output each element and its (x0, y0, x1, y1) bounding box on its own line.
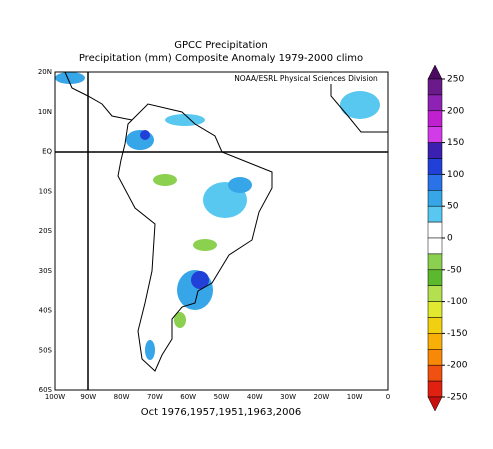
color-bin (427, 317, 443, 334)
lon-label: 80W (114, 393, 130, 401)
color-bin (427, 110, 443, 127)
colorbar-label: 250 (447, 75, 464, 85)
lat-label: 40S (39, 307, 53, 315)
map-border (54, 71, 389, 391)
lon-label: 30W (280, 393, 296, 401)
color-bin (427, 205, 443, 223)
colorbar-label: 50 (447, 202, 459, 212)
credit-box (225, 73, 387, 84)
anomaly-patches (55, 72, 380, 360)
colorbar-end (427, 396, 443, 412)
color-bin (427, 333, 443, 350)
color-bin (427, 301, 443, 318)
color-bin (427, 126, 443, 143)
lat-label: 10N (38, 108, 52, 116)
color-bin (427, 349, 443, 366)
color-bin (427, 253, 443, 271)
color-bin (427, 94, 443, 112)
map: NOAA/ESRL Physical Sciences Division (54, 71, 389, 391)
color-bin (427, 364, 443, 382)
lat-label: 60S (39, 386, 53, 394)
colorbar-label: -200 (447, 361, 468, 371)
colorbar-label: -100 (447, 297, 468, 307)
color-bin (427, 190, 443, 207)
lon-label: 0 (386, 393, 390, 401)
lat-label: 50S (39, 346, 53, 354)
colorbar-label: -150 (447, 329, 468, 339)
colorbar-end (427, 64, 443, 80)
lon-label: 50W (214, 393, 230, 401)
lat-label: 20N (38, 68, 52, 76)
lon-label: 20W (313, 393, 329, 401)
colorbar-label: 150 (447, 138, 464, 148)
footer: Oct 1976,1957,1951,1963,2006 (141, 407, 301, 418)
title: GPCC Precipitation (174, 40, 267, 51)
color-bin (427, 142, 443, 159)
color-bin (427, 174, 443, 191)
lon-label: 100W (45, 393, 65, 401)
lon-label: 10W (347, 393, 363, 401)
color-bin (427, 158, 443, 175)
lat-label: 20S (39, 227, 53, 235)
colorbar-label: -50 (447, 265, 462, 275)
map-frame (55, 72, 388, 390)
lon-label: 70W (147, 393, 163, 401)
color-bin (427, 285, 443, 302)
color-bin (427, 237, 443, 255)
lon-label: 60W (180, 393, 196, 401)
color-bin (427, 269, 443, 286)
colorbar: 250 200 150 100 50 0 -50 -100 -150 -200 -250 (427, 64, 468, 412)
subtitle: Precipitation (mm) Composite Anomaly 197… (79, 53, 363, 64)
lat-label: EQ (42, 148, 52, 156)
colorbar-label: 0 (447, 234, 453, 244)
lon-label: 40W (247, 393, 263, 401)
colorbar-label: -250 (447, 393, 468, 403)
lon-label: 90W (80, 393, 96, 401)
color-bin (427, 78, 443, 96)
color-bin (427, 380, 443, 398)
lat-label: 10S (39, 187, 53, 195)
lat-label: 30S (39, 267, 53, 275)
color-bin (427, 221, 443, 239)
credit: NOAA/ESRL Physical Sciences Division (234, 74, 378, 83)
colorbar-label: 100 (447, 170, 464, 180)
colorbar-label: 200 (447, 106, 464, 116)
